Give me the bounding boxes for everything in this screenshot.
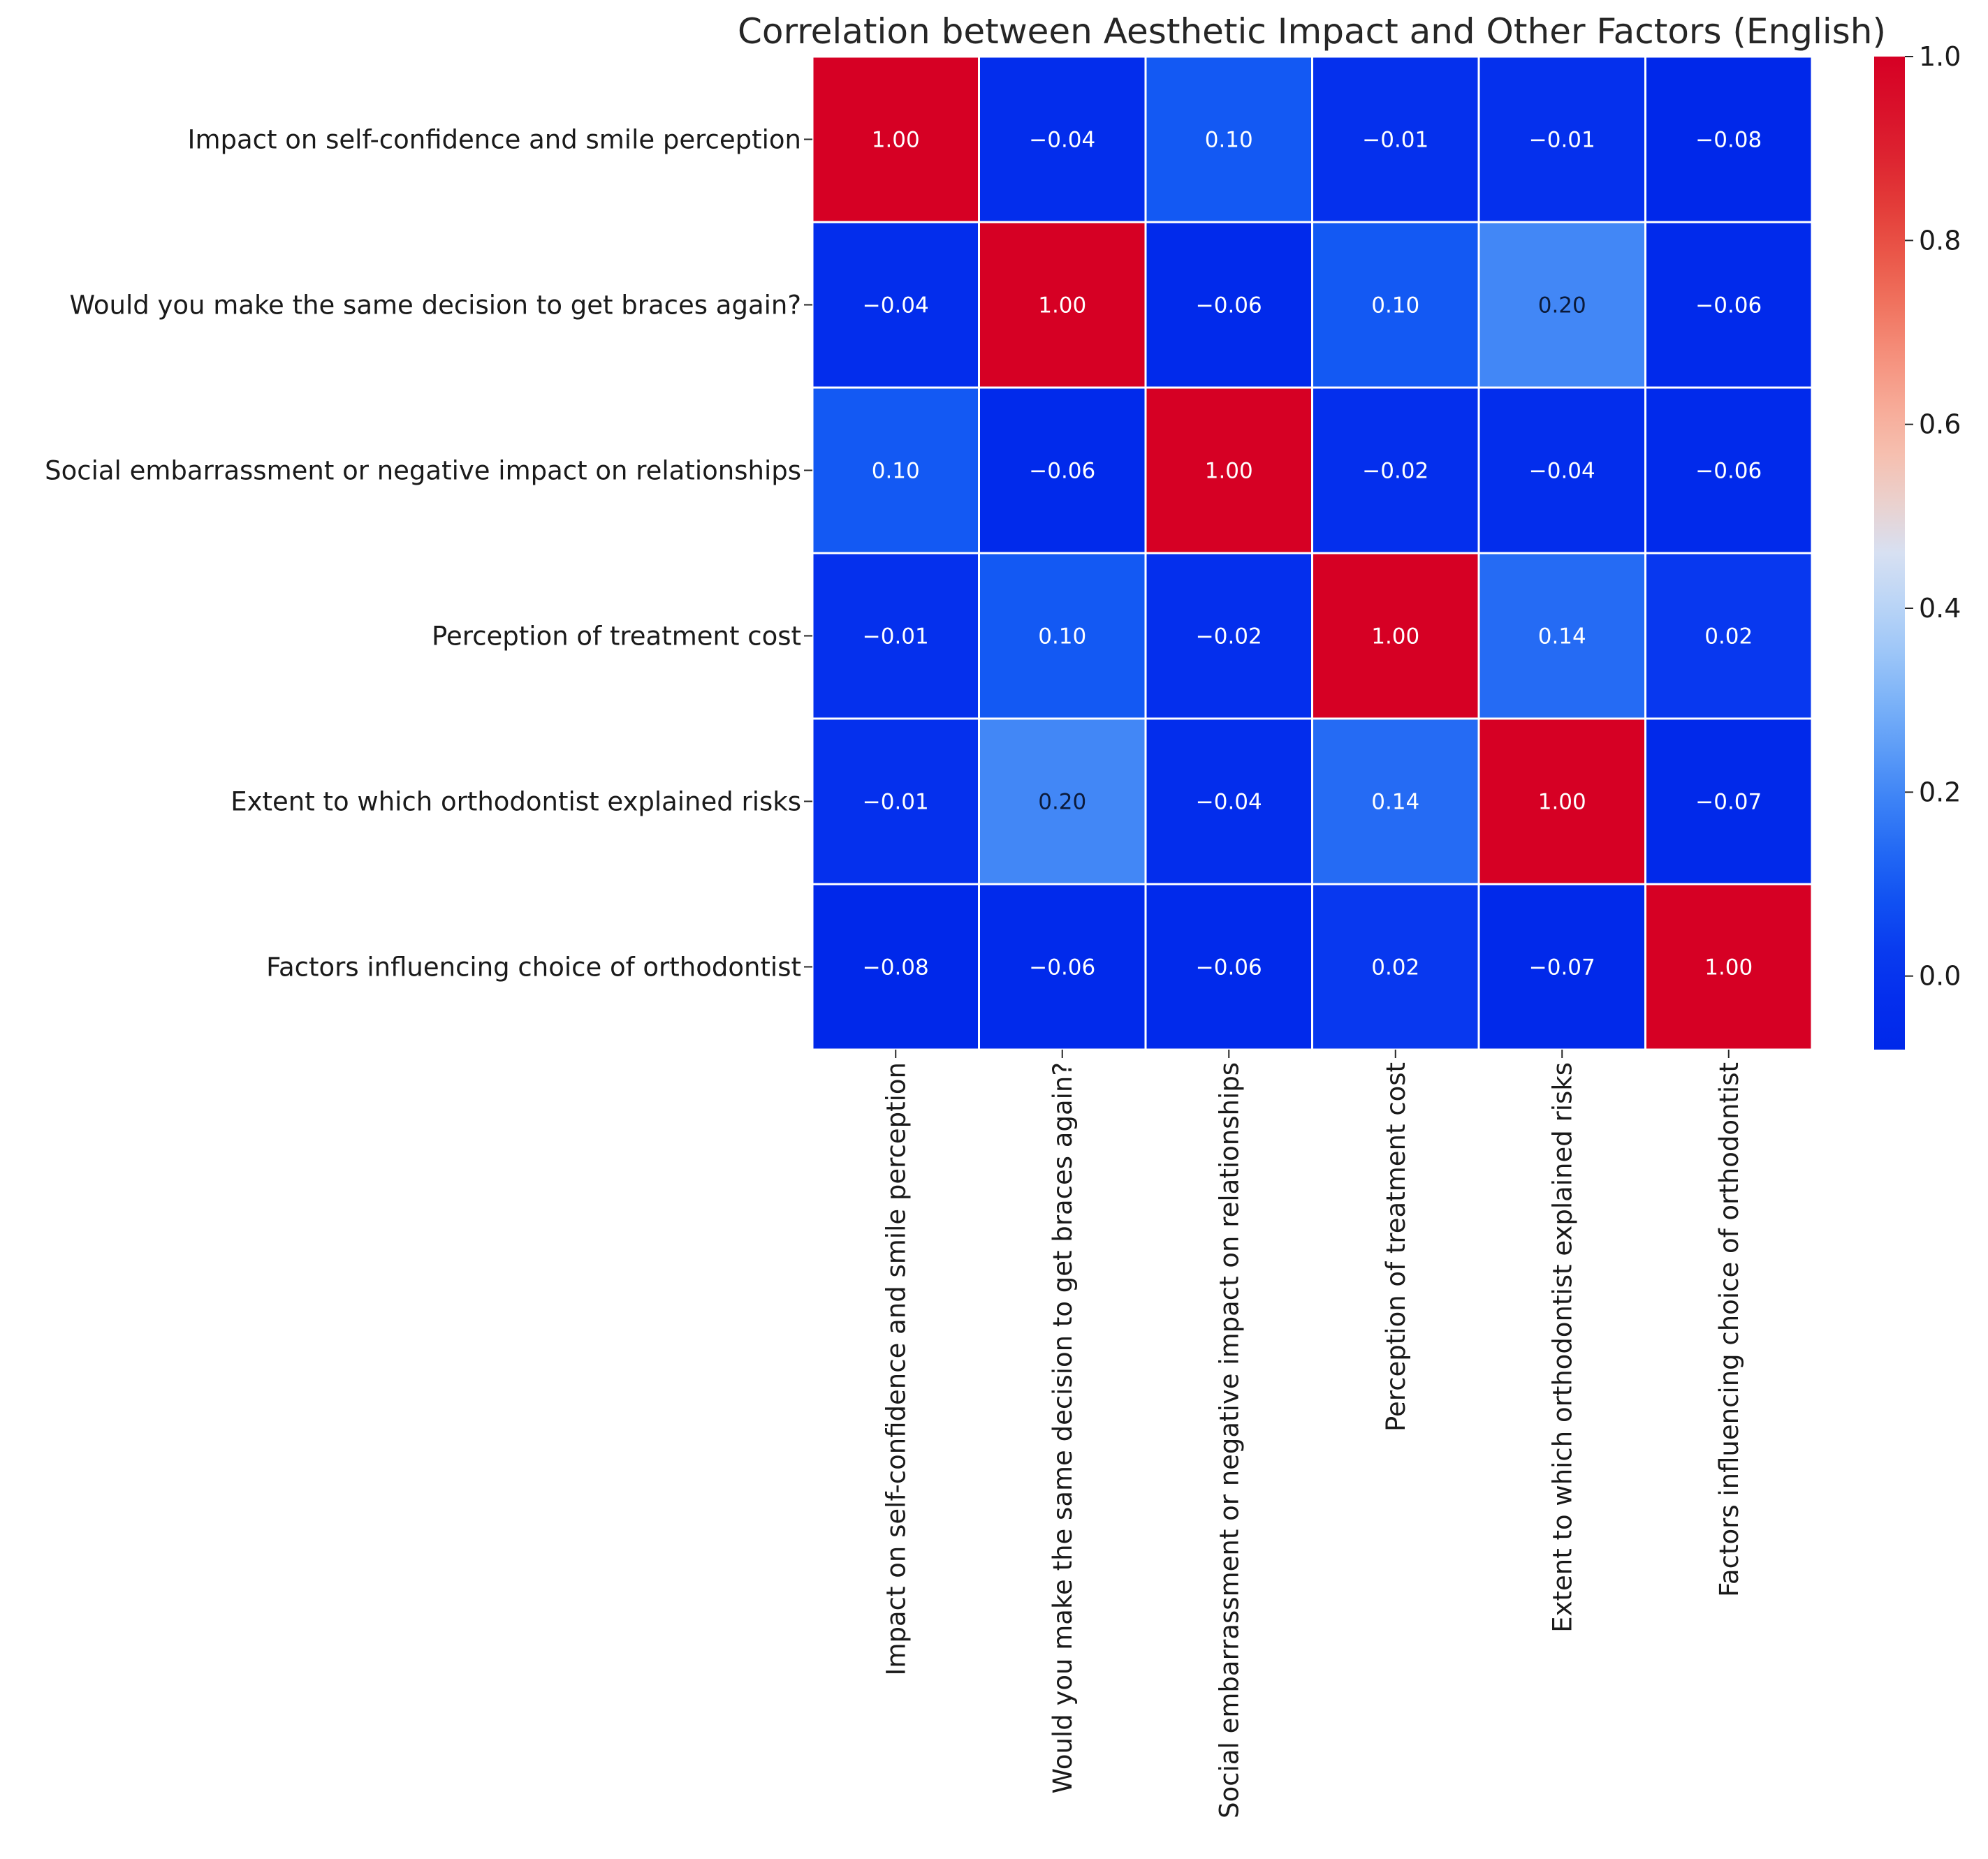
heatmap-cell: [1144, 552, 1313, 720]
row-label: Factors influencing choice of orthodonti…: [266, 953, 801, 983]
cell-value-label: −0.04: [1196, 790, 1262, 815]
heatmap-cell: [1644, 55, 1813, 223]
column-label: Would you make the same decision to get …: [1048, 1062, 1078, 1794]
cell-value-label: −0.06: [1196, 955, 1262, 980]
cell-value-label: −0.06: [1196, 293, 1262, 318]
cell-value-label: −0.08: [863, 955, 929, 980]
heatmap-cell: [1477, 883, 1646, 1051]
cell-value-label: 1.00: [1205, 459, 1253, 484]
cell-value-label: 0.14: [1371, 790, 1419, 815]
cell-value-label: 1.00: [1704, 955, 1753, 980]
colorbar-tick-label: 0.6: [1919, 409, 1961, 440]
colorbar-gradient: [1874, 57, 1905, 1050]
heatmap-cell: [1311, 552, 1480, 720]
heatmap-cell: [1311, 386, 1480, 554]
heatmap-cell: [1477, 717, 1646, 886]
column-label: Social embarrassment or negative impact …: [1214, 1062, 1244, 1818]
heatmap-cell: [811, 717, 980, 886]
colorbar-tick-label: 0.8: [1919, 225, 1961, 256]
column-label: Factors influencing choice of orthodonti…: [1714, 1062, 1744, 1597]
heatmap-cell: [1477, 386, 1646, 554]
row-label: Social embarrassment or negative impact …: [45, 456, 801, 486]
heatmap-cell: [1144, 717, 1313, 886]
cell-value-label: 0.10: [872, 459, 920, 484]
column-label: Impact on self-confidence and smile perc…: [881, 1062, 911, 1675]
cell-value-label: −0.01: [1529, 128, 1595, 153]
row-label: Impact on self-confidence and smile perc…: [188, 125, 801, 155]
heatmap-cell: [1644, 386, 1813, 554]
heatmap-cell: [1477, 552, 1646, 720]
cell-value-label: 1.00: [1371, 624, 1419, 649]
cell-value-label: −0.06: [1695, 293, 1762, 318]
cell-value-label: 0.10: [1371, 293, 1419, 318]
cell-value-label: −0.07: [1695, 790, 1762, 815]
row-labels: Impact on self-confidence and smile perc…: [45, 125, 812, 983]
colorbar-tick-label: 0.4: [1919, 593, 1961, 624]
cell-value-label: −0.06: [1695, 459, 1762, 484]
row-label: Extent to which orthodontist explained r…: [231, 787, 801, 817]
row-label: Would you make the same decision to get …: [69, 291, 801, 321]
cell-value-label: 0.10: [1038, 624, 1086, 649]
heatmap-cell: [1644, 552, 1813, 720]
column-labels: Impact on self-confidence and smile perc…: [881, 1050, 1744, 1818]
cell-value-label: 0.02: [1371, 955, 1419, 980]
heatmap-cell: [811, 883, 980, 1051]
heatmap-cell: [978, 386, 1147, 554]
cell-value-label: 0.10: [1205, 128, 1253, 153]
cell-value-label: −0.06: [1029, 955, 1095, 980]
heatmap-cell: [978, 55, 1147, 223]
colorbar-tick-label: 0.2: [1919, 777, 1961, 807]
heatmap-cell: [978, 552, 1147, 720]
colorbar-tick-label: 0.0: [1919, 961, 1961, 992]
colorbar-tick-label: 1.0: [1919, 41, 1961, 72]
cell-value-label: −0.08: [1695, 128, 1762, 153]
heatmap-cell: [811, 386, 980, 554]
cell-value-label: 0.20: [1038, 790, 1086, 815]
cell-value-label: −0.07: [1529, 955, 1595, 980]
cell-value-label: −0.06: [1029, 459, 1095, 484]
cell-value-label: 0.20: [1538, 293, 1586, 318]
column-label: Extent to which orthodontist explained r…: [1547, 1062, 1577, 1633]
cell-value-label: 0.02: [1704, 624, 1753, 649]
column-label: Perception of treatment cost: [1381, 1062, 1411, 1432]
cell-value-label: −0.01: [863, 790, 929, 815]
cell-value-label: −0.04: [1029, 128, 1095, 153]
heatmap-cell: [1311, 55, 1480, 223]
chart-title: Correlation between Aesthetic Impact and…: [738, 11, 1886, 52]
heatmap-cell: [1644, 883, 1813, 1051]
cell-value-label: −0.01: [1362, 128, 1428, 153]
heatmap-cell: [1644, 717, 1813, 886]
cell-value-label: 1.00: [872, 128, 920, 153]
heatmap-cell: [1644, 221, 1813, 389]
heatmap-cell: [1311, 221, 1480, 389]
cell-value-label: −0.04: [1529, 459, 1595, 484]
cell-value-label: −0.01: [863, 624, 929, 649]
cell-value-label: 1.00: [1038, 293, 1086, 318]
heatmap-cells: 1.00 −0.04 0.10 −0.01 −0.01 −0.08 −0.04 1.00 −0.…: [811, 55, 1813, 1051]
colorbar: 0.0 0.2 0.4 0.6 0.8 1.0: [1874, 41, 1961, 1050]
heatmap-cell: [978, 221, 1147, 389]
cell-value-label: 1.00: [1538, 790, 1586, 815]
cell-value-label: −0.04: [863, 293, 929, 318]
row-label: Perception of treatment cost: [432, 622, 801, 652]
heatmap-cell: [1477, 55, 1646, 223]
cell-value-label: −0.02: [1196, 624, 1262, 649]
cell-value-label: 0.14: [1538, 624, 1586, 649]
heatmap-cell: [811, 552, 980, 720]
heatmap-cell: [1311, 717, 1480, 886]
heatmap-cell: [1144, 55, 1313, 223]
cell-value-label: −0.02: [1362, 459, 1428, 484]
heatmap-cell: [811, 55, 980, 223]
